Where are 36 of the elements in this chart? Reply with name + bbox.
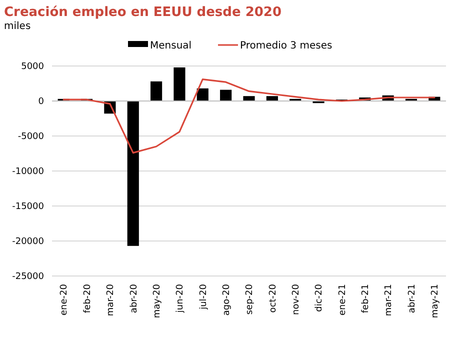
bar xyxy=(196,88,208,101)
x-tick-label: feb-21 xyxy=(361,284,372,314)
x-tick-label: jun-20 xyxy=(176,284,186,314)
x-tick-label: dic-20 xyxy=(314,284,325,312)
x-tick-label: feb-20 xyxy=(82,284,93,314)
x-tick-label: may-21 xyxy=(430,284,441,318)
x-tick-label: may-20 xyxy=(152,284,162,318)
x-tick-label: nov-20 xyxy=(292,284,302,315)
bar xyxy=(174,67,186,101)
y-tick-label: -10000 xyxy=(12,167,44,178)
x-tick-label: abr-21 xyxy=(407,284,418,314)
y-tick-label: -5000 xyxy=(18,132,44,142)
x-tick-label: ago-20 xyxy=(222,284,232,316)
y-tick-label: -20000 xyxy=(12,237,44,248)
x-tick-label: mar-20 xyxy=(106,284,116,316)
legend-label: Promedio 3 meses xyxy=(240,40,332,52)
bar xyxy=(150,81,162,101)
x-tick-label: abr-20 xyxy=(129,284,140,314)
x-tick-label: mar-21 xyxy=(384,284,394,316)
bar xyxy=(220,90,232,101)
y-tick-label: 0 xyxy=(38,97,44,108)
x-tick-label: sep-20 xyxy=(245,284,256,315)
x-tick-label: jul-20 xyxy=(198,284,209,310)
chart-title: Creación empleo en EEUU desde 2020 xyxy=(4,5,282,20)
x-tick-label: ene-21 xyxy=(338,284,348,316)
bar xyxy=(243,96,255,101)
chart-subtitle: miles xyxy=(4,21,31,32)
x-tick-label: oct-20 xyxy=(268,284,278,313)
y-tick-label: -25000 xyxy=(12,272,44,282)
x-tick-label: ene-20 xyxy=(60,284,70,316)
y-tick-label: 5000 xyxy=(21,62,44,72)
legend-label: Mensual xyxy=(150,40,192,52)
bar xyxy=(127,101,139,246)
bar xyxy=(266,96,278,101)
line-series xyxy=(62,78,436,154)
y-tick-label: -15000 xyxy=(12,202,44,212)
